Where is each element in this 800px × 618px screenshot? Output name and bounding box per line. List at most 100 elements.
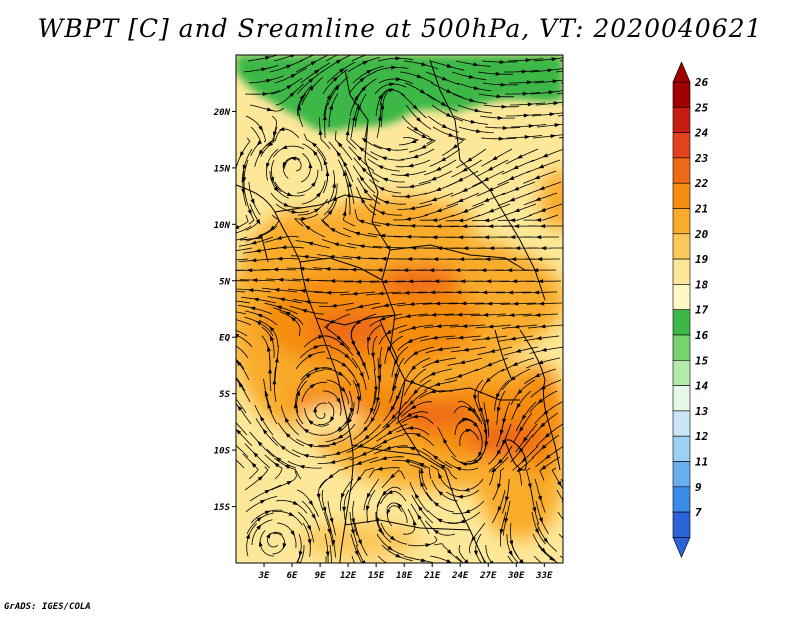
streamline — [270, 470, 297, 491]
streamline-arrow — [461, 224, 468, 229]
streamline-arrow — [286, 192, 293, 197]
streamline — [378, 324, 408, 345]
streamline-arrow — [258, 540, 263, 547]
streamline-arrow — [270, 176, 274, 183]
colorbar-swatch — [672, 309, 691, 336]
streamline-arrow — [527, 102, 534, 107]
streamline-arrow — [386, 509, 391, 515]
streamline — [524, 368, 557, 385]
streamline-arrow — [413, 389, 419, 395]
streamline-arrow — [266, 532, 271, 539]
streamline — [521, 291, 557, 294]
streamline — [270, 192, 302, 208]
streamline-arrow — [483, 177, 489, 182]
streamline-arrow — [381, 156, 387, 161]
streamline-arrow — [414, 433, 421, 438]
streamline — [404, 82, 436, 101]
streamline-arrow — [410, 325, 416, 330]
streamline — [368, 467, 401, 478]
lat-tick-label: 15S — [214, 503, 231, 513]
streamline — [236, 444, 249, 458]
streamline-arrow — [288, 512, 295, 517]
streamline-arrow — [513, 224, 520, 229]
streamline-arrow — [571, 544, 577, 549]
colorbar-label: 12 — [695, 430, 709, 443]
streamline-arrow — [461, 167, 468, 172]
streamline — [319, 467, 349, 489]
streamline — [481, 60, 518, 63]
streamline — [239, 236, 274, 247]
streamline — [564, 545, 595, 562]
streamline-arrow — [535, 336, 542, 341]
streamline-arrow — [329, 416, 335, 423]
colorbar-swatch — [672, 81, 691, 108]
streamline-arrow — [280, 245, 287, 250]
lon-tick-label: 30E — [507, 571, 525, 581]
streamline-arrow — [350, 529, 355, 535]
streamline-arrow — [366, 492, 371, 499]
streamline-arrow — [262, 428, 268, 435]
streamline-arrow — [378, 187, 385, 192]
streamline-arrow — [227, 299, 233, 303]
streamline-arrow — [409, 206, 415, 211]
streamline-arrow — [506, 268, 513, 273]
streamline — [321, 368, 352, 386]
streamline — [301, 381, 328, 403]
streamline — [497, 214, 533, 221]
streamline — [261, 287, 298, 293]
streamline-arrow — [486, 362, 493, 367]
streamline — [334, 130, 353, 161]
streamline — [323, 390, 342, 416]
streamline-arrow — [307, 539, 312, 545]
streamline — [458, 544, 469, 563]
streamline — [556, 489, 563, 501]
streamline-arrow — [436, 347, 443, 352]
streamline-arrow — [377, 115, 382, 121]
streamline-arrow — [354, 94, 359, 101]
streamline — [426, 93, 458, 112]
streamline-arrow — [550, 134, 557, 139]
streamline-arrow — [440, 157, 447, 162]
streamline — [353, 412, 377, 440]
streamline-arrow — [222, 289, 228, 293]
streamline-arrow — [539, 186, 545, 190]
streamline-arrow — [412, 414, 418, 419]
streamline-arrow — [266, 78, 272, 83]
colorbar-swatch — [672, 359, 691, 386]
streamline-arrow — [364, 434, 370, 440]
streamline-arrow — [326, 93, 331, 100]
streamline — [422, 302, 459, 305]
streamline — [380, 522, 408, 545]
streamline-arrow — [439, 464, 446, 469]
streamline-arrow — [408, 302, 415, 307]
streamline — [422, 357, 457, 369]
streamline-arrow — [487, 187, 494, 192]
streamline-arrow — [486, 301, 493, 306]
streamline-arrow — [443, 437, 448, 444]
streamline-arrow — [409, 446, 415, 451]
colorbar: 26 25 24 23 22 21 20 19 18 17 16 15 14 13 12 11 9 7 — [672, 61, 709, 559]
streamline — [269, 59, 304, 73]
streamline-arrow — [265, 56, 271, 60]
streamline — [392, 459, 427, 469]
streamline-arrow — [270, 335, 275, 342]
streamline — [525, 280, 561, 282]
streamline-arrow — [464, 509, 471, 514]
streamline-arrow — [405, 216, 411, 221]
streamline-arrow — [251, 278, 258, 283]
streamline — [280, 405, 300, 436]
streamline-arrow — [420, 558, 427, 563]
streamline-arrow — [528, 124, 535, 128]
streamline — [297, 511, 314, 543]
streamline-arrow — [328, 255, 335, 259]
streamline-arrow — [299, 288, 306, 293]
streamline — [236, 137, 251, 169]
streamline-arrow — [384, 147, 391, 152]
streamline-arrow — [309, 383, 316, 389]
streamline-arrow — [568, 525, 573, 530]
streamline-arrow — [552, 79, 559, 84]
streamline — [425, 346, 461, 354]
streamline-arrow — [407, 426, 414, 430]
lon-tick-label: 27E — [479, 571, 497, 581]
streamline — [531, 412, 559, 438]
